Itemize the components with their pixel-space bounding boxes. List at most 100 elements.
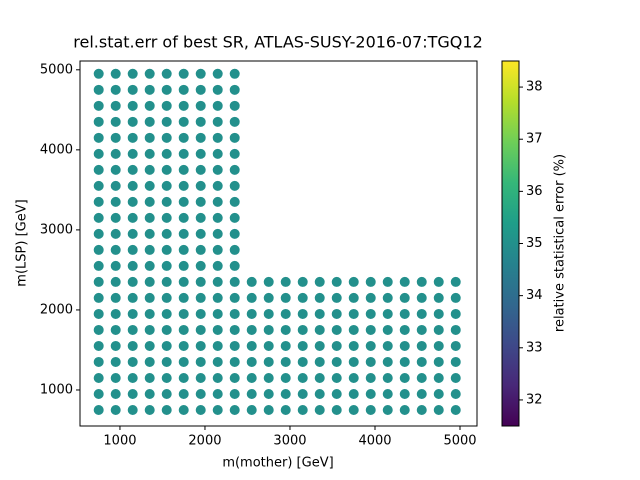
scatter-point xyxy=(399,308,410,319)
scatter-point xyxy=(161,276,172,287)
scatter-point xyxy=(229,372,240,383)
colorbar xyxy=(501,60,520,427)
scatter-point xyxy=(127,116,138,127)
scatter-point xyxy=(331,388,342,399)
x-tick-label: 4000 xyxy=(358,434,391,449)
scatter-point xyxy=(127,244,138,255)
scatter-point xyxy=(144,212,155,223)
scatter-point xyxy=(212,228,223,239)
scatter-point xyxy=(144,116,155,127)
scatter-point xyxy=(348,372,359,383)
scatter-point xyxy=(93,324,104,335)
scatter-point xyxy=(263,388,274,399)
scatter-point xyxy=(93,356,104,367)
scatter-point xyxy=(229,356,240,367)
chart-title: rel.stat.err of best SR, ATLAS-SUSY-2016… xyxy=(73,33,483,52)
scatter-point xyxy=(314,324,325,335)
scatter-point xyxy=(127,164,138,175)
scatter-point xyxy=(195,356,206,367)
scatter-point xyxy=(93,180,104,191)
scatter-point xyxy=(297,340,308,351)
scatter-point xyxy=(127,196,138,207)
scatter-point xyxy=(229,228,240,239)
scatter-point xyxy=(144,388,155,399)
scatter-point xyxy=(280,356,291,367)
scatter-point xyxy=(127,276,138,287)
scatter-point xyxy=(229,164,240,175)
scatter-point xyxy=(178,372,189,383)
scatter-point xyxy=(161,356,172,367)
scatter-point xyxy=(365,308,376,319)
scatter-point xyxy=(195,404,206,415)
scatter-point xyxy=(280,372,291,383)
x-tick-label: 2000 xyxy=(188,434,221,449)
scatter-point xyxy=(161,372,172,383)
scatter-point xyxy=(127,324,138,335)
scatter-point xyxy=(416,372,427,383)
scatter-point xyxy=(263,340,274,351)
scatter-point xyxy=(110,276,121,287)
scatter-point xyxy=(110,148,121,159)
scatter-point xyxy=(450,276,461,287)
scatter-point xyxy=(161,148,172,159)
x-tick-label: 1000 xyxy=(103,434,136,449)
scatter-point xyxy=(212,292,223,303)
scatter-point xyxy=(93,196,104,207)
scatter-point xyxy=(178,404,189,415)
scatter-point xyxy=(212,148,223,159)
scatter-point xyxy=(178,132,189,143)
scatter-point xyxy=(433,324,444,335)
scatter-point xyxy=(144,404,155,415)
colorbar-tick-label: 34 xyxy=(526,288,543,303)
scatter-point xyxy=(161,228,172,239)
scatter-point xyxy=(433,292,444,303)
y-tick-label: 4000 xyxy=(40,142,73,157)
scatter-point xyxy=(297,372,308,383)
scatter-point xyxy=(195,372,206,383)
scatter-point xyxy=(93,276,104,287)
scatter-point xyxy=(212,340,223,351)
scatter-point xyxy=(433,276,444,287)
scatter-point xyxy=(280,340,291,351)
scatter-point xyxy=(280,308,291,319)
scatter-point xyxy=(382,340,393,351)
scatter-point xyxy=(416,340,427,351)
scatter-point xyxy=(127,372,138,383)
scatter-point xyxy=(450,292,461,303)
scatter-point xyxy=(93,84,104,95)
scatter-point xyxy=(127,84,138,95)
scatter-point xyxy=(110,292,121,303)
scatter-point xyxy=(365,356,376,367)
scatter-point xyxy=(212,180,223,191)
scatter-point xyxy=(144,324,155,335)
scatter-point xyxy=(229,276,240,287)
scatter-point xyxy=(161,260,172,271)
scatter-point xyxy=(161,132,172,143)
scatter-point xyxy=(416,404,427,415)
scatter-point xyxy=(93,132,104,143)
scatter-point xyxy=(348,404,359,415)
scatter-point xyxy=(331,404,342,415)
scatter-point xyxy=(127,228,138,239)
scatter-point xyxy=(93,372,104,383)
scatter-point xyxy=(297,324,308,335)
scatter-point xyxy=(110,132,121,143)
scatter-point xyxy=(348,324,359,335)
scatter-point xyxy=(161,164,172,175)
scatter-point xyxy=(110,372,121,383)
scatter-point xyxy=(127,260,138,271)
scatter-point xyxy=(212,276,223,287)
scatter-point xyxy=(399,276,410,287)
scatter-point xyxy=(229,84,240,95)
scatter-point xyxy=(280,404,291,415)
scatter-point xyxy=(297,388,308,399)
colorbar-tick-label: 37 xyxy=(526,132,543,147)
scatter-point xyxy=(382,308,393,319)
colorbar-tick-label: 33 xyxy=(526,340,543,355)
scatter-point xyxy=(229,260,240,271)
scatter-point xyxy=(280,276,291,287)
scatter-point xyxy=(195,84,206,95)
scatter-point xyxy=(110,100,121,111)
scatter-point xyxy=(178,340,189,351)
scatter-point xyxy=(246,308,257,319)
